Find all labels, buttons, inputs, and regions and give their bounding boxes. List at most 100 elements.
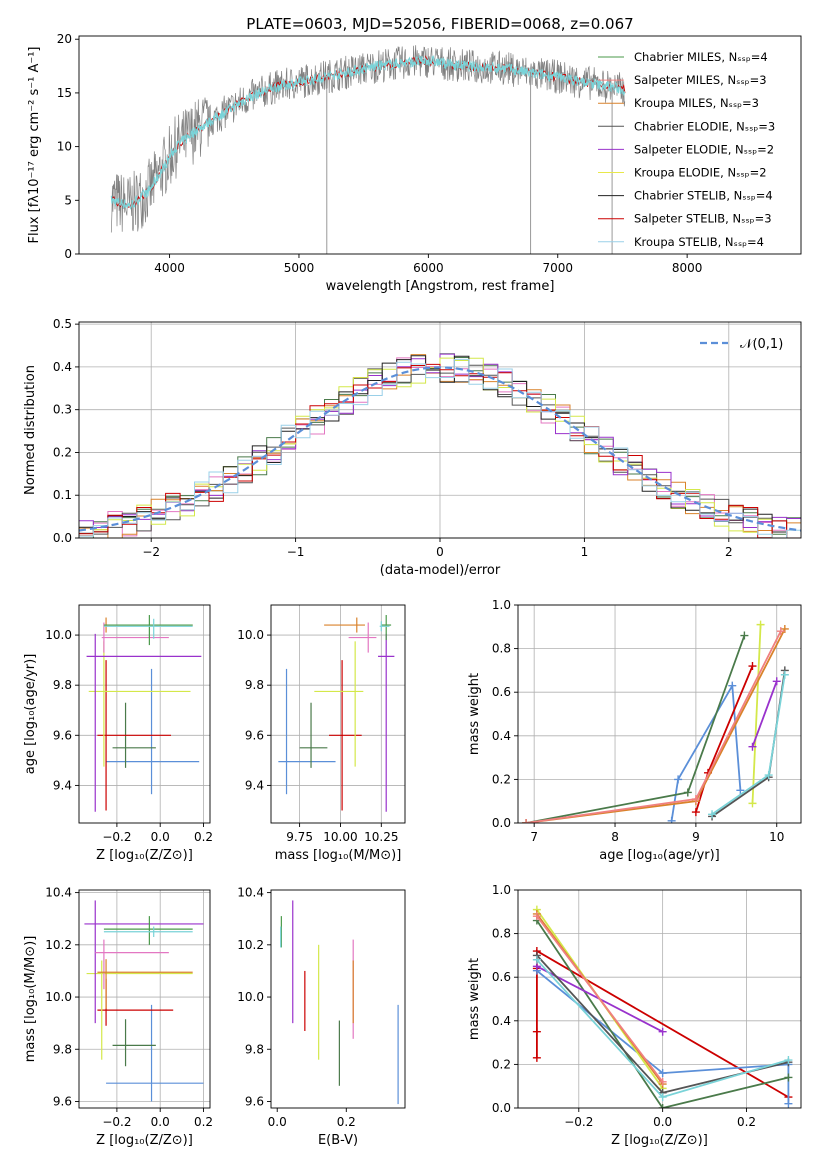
y-tick-label: 0.4 — [53, 360, 72, 374]
series-marker — [532, 912, 541, 921]
series-marker — [748, 662, 757, 671]
x-axis-label: age [log₁₀(age/yr)] — [599, 848, 720, 863]
weight-series — [748, 677, 781, 751]
series-marker — [784, 1056, 793, 1065]
plot-area — [522, 620, 789, 823]
y-tick-label: 0.6 — [492, 685, 511, 699]
y-tick-label: 0.8 — [492, 927, 511, 941]
mass-weight-vs-metallicity-panel: −0.2 0.0 0.2 0.0 0.2 0.4 0.6 0.8 1.0 Z [log₁₀(Z/Z… — [467, 883, 802, 1148]
series-marker — [756, 620, 765, 629]
plot-area — [532, 905, 793, 1108]
legend-entry: Chabrier MILES, Nₛₛₚ=4 — [634, 50, 768, 64]
series-line — [751, 680, 778, 748]
y-axis-label: mass weight — [467, 958, 482, 1040]
x-tick-label: 0.0 — [268, 1115, 287, 1129]
x-tick-label: 0.2 — [737, 1115, 756, 1129]
y-tick-label: 0.5 — [53, 317, 72, 331]
series-line — [536, 919, 789, 1108]
x-tick-label: 7000 — [542, 261, 573, 275]
x-axis-label: Z [log₁₀(Z/Z⊙)] — [611, 1133, 708, 1148]
weight-series — [708, 670, 789, 819]
y-tick-label: 0.3 — [53, 403, 72, 417]
legend-entry: Salpeter STELIB, Nₛₛₚ=3 — [634, 212, 772, 226]
weight-series — [522, 631, 749, 823]
y-tick-label: 9.8 — [245, 678, 264, 692]
y-tick-label: 15 — [57, 86, 72, 100]
series-marker — [748, 742, 757, 751]
series-marker — [522, 819, 531, 823]
legend-entry: 𝒩(0,1) — [740, 337, 783, 352]
y-tick-label: 9.4 — [53, 778, 72, 792]
error-bar-point — [324, 617, 365, 633]
x-tick-label: −1 — [287, 545, 305, 559]
age-vs-mass-panel: 9.75 10.00 10.25 9.4 9.6 9.8 10.0 mass [log₁₀(M… — [237, 604, 406, 863]
weight-series — [691, 662, 757, 817]
x-tick-label: −0.2 — [564, 1115, 593, 1129]
error-bar-point — [95, 939, 169, 990]
error-bar-point — [103, 916, 193, 945]
y-tick-label: 10 — [57, 140, 72, 154]
x-tick-label: 0.2 — [194, 1115, 213, 1129]
legend-entry: Kroupa MILES, Nₛₛₚ=3 — [634, 96, 759, 110]
series-marker — [658, 1104, 667, 1108]
observed-spectrum — [110, 45, 626, 233]
plot-area — [79, 353, 801, 538]
plot-area — [280, 900, 399, 1105]
series-marker — [658, 1077, 667, 1086]
error-bar-point — [103, 615, 193, 646]
y-axis-label: Flux [fλ10⁻¹⁷ erg cm⁻² s⁻¹ A⁻¹] — [27, 47, 42, 244]
series-marker — [776, 627, 785, 636]
y-tick-label: 9.8 — [53, 678, 72, 692]
x-tick-label: 7 — [530, 830, 538, 844]
y-tick-label: 10.0 — [237, 990, 264, 1004]
series-marker — [532, 1027, 541, 1036]
y-tick-label: 1.0 — [492, 598, 511, 612]
y-tick-label: 0.2 — [53, 445, 72, 459]
legend: 𝒩(0,1) — [700, 337, 783, 352]
series-marker — [658, 1027, 667, 1036]
axes-frame — [78, 604, 211, 824]
x-tick-label: 0.0 — [151, 830, 170, 844]
x-tick-label: −0.2 — [102, 1115, 131, 1129]
legend-entry: Kroupa STELIB, Nₛₛₚ=4 — [634, 235, 764, 249]
series-marker — [772, 677, 781, 686]
x-tick-label: 10.25 — [364, 830, 398, 844]
axes-frame — [78, 889, 211, 1109]
x-axis-label: (data-model)/error — [380, 563, 501, 578]
series-marker — [667, 816, 676, 823]
y-tick-label: 1.0 — [492, 883, 511, 897]
x-tick-label: 8000 — [672, 261, 703, 275]
series-line — [670, 682, 742, 821]
x-tick-label: 10.00 — [323, 830, 357, 844]
series-marker — [784, 1099, 793, 1108]
error-bar-point — [84, 900, 204, 1024]
x-tick-label: 0.0 — [653, 1115, 672, 1129]
error-bar-point — [86, 633, 202, 812]
y-tick-label: 0.0 — [53, 531, 72, 545]
x-tick-label: 10 — [769, 830, 784, 844]
y-axis-label: mass [log₁₀(M/M⊙)] — [23, 936, 38, 1063]
x-tick-label: −0.2 — [102, 830, 131, 844]
x-axis-label: Z [log₁₀(Z/Z⊙)] — [96, 1133, 193, 1148]
series-marker — [780, 670, 789, 679]
x-tick-label: 0.2 — [194, 830, 213, 844]
y-tick-label: 0.0 — [492, 1101, 511, 1115]
y-tick-label: 9.4 — [245, 778, 264, 792]
y-tick-label: 9.6 — [245, 1094, 264, 1108]
y-tick-label: 9.8 — [53, 1042, 72, 1056]
series-marker — [784, 1073, 793, 1082]
y-tick-label: 9.6 — [53, 1094, 72, 1108]
y-tick-label: 9.6 — [245, 728, 264, 742]
weight-series — [667, 681, 745, 823]
legend-entry: Kroupa ELODIE, Nₛₛₚ=2 — [634, 166, 767, 180]
x-tick-label: 2 — [725, 545, 733, 559]
axes-frame — [270, 604, 406, 824]
y-tick-label: 9.8 — [245, 1042, 264, 1056]
y-tick-label: 10.0 — [45, 628, 72, 642]
axes-frame — [517, 604, 802, 824]
x-tick-label: 0.0 — [151, 1115, 170, 1129]
plot-area — [110, 45, 626, 254]
x-axis-label: Z [log₁₀(Z/Z⊙)] — [96, 848, 193, 863]
error-bar-point — [106, 1004, 204, 1102]
series-marker — [691, 808, 700, 817]
